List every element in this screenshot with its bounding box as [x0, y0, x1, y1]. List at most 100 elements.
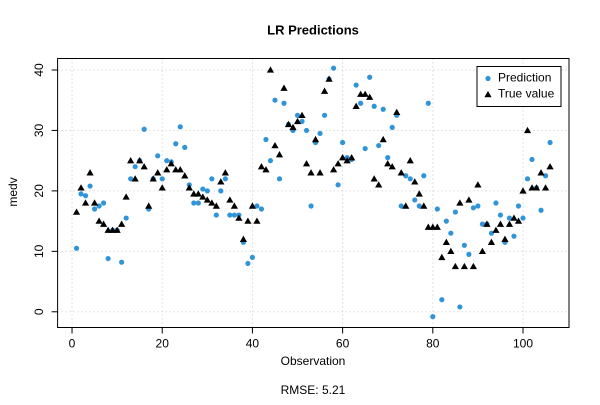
- triangle-point: [505, 220, 514, 227]
- triangle-point: [357, 90, 365, 97]
- triangle-point: [284, 120, 293, 128]
- circle-point: [222, 176, 228, 182]
- triangle-point: [217, 178, 225, 185]
- triangle-point: [478, 247, 487, 255]
- circle-point: [245, 260, 251, 267]
- circle-point: [434, 206, 440, 212]
- circle-point: [218, 188, 224, 194]
- circle-point: [267, 158, 274, 164]
- y-axis-label: medv: [6, 177, 20, 206]
- circle-point: [367, 74, 373, 80]
- circle-point: [159, 176, 165, 182]
- triangle-point: [388, 163, 396, 170]
- circle-point: [335, 182, 341, 188]
- circle-point: [195, 200, 201, 206]
- circle-point: [249, 254, 256, 260]
- triangle-point: [302, 160, 311, 167]
- circle-point: [173, 141, 179, 147]
- circle-point: [506, 215, 513, 221]
- circle-point: [308, 203, 314, 209]
- circle-point: [281, 100, 287, 106]
- circle-point: [231, 212, 237, 218]
- triangle-point: [447, 247, 455, 255]
- triangle-point: [190, 190, 198, 197]
- triangle-point: [235, 214, 243, 221]
- circle-point: [547, 139, 553, 146]
- circle-point: [177, 124, 183, 130]
- circle-point: [213, 212, 219, 218]
- x-tick-label: 40: [246, 337, 260, 351]
- circle-point: [164, 158, 170, 164]
- triangle-point: [379, 135, 387, 143]
- circle-point: [272, 97, 278, 103]
- triangle-point: [95, 217, 103, 224]
- circle-point: [100, 200, 107, 206]
- chart-title: LR Predictions: [267, 22, 359, 37]
- triangle-point: [136, 157, 144, 164]
- subtitle: RMSE: 5.21: [281, 383, 346, 397]
- triangle-point: [149, 175, 157, 182]
- legend-box: [476, 66, 562, 107]
- triangle-point: [397, 169, 405, 176]
- y-tick-label: 0: [32, 308, 46, 315]
- triangle-point: [484, 90, 492, 98]
- x-tick-label: 20: [156, 337, 170, 351]
- circle-point: [425, 100, 431, 106]
- triangle-point: [420, 202, 428, 209]
- circle-point: [119, 259, 125, 265]
- circle-point: [385, 155, 391, 161]
- circle-point: [263, 136, 269, 143]
- triangle-point: [465, 196, 473, 203]
- triangle-point: [104, 226, 112, 233]
- triangle-point: [415, 190, 423, 197]
- circle-point: [155, 153, 161, 159]
- circle-point: [479, 221, 486, 227]
- triangle-point: [469, 262, 477, 270]
- triangle-point: [172, 166, 180, 173]
- circle-point: [254, 203, 260, 209]
- triangle-point: [510, 214, 518, 221]
- triangle-point: [483, 220, 491, 227]
- triangle-point: [429, 223, 437, 230]
- triangle-point: [402, 202, 410, 209]
- circle-point: [132, 164, 138, 170]
- triangle-point: [81, 199, 90, 206]
- circle-point: [520, 215, 526, 221]
- circle-point: [407, 176, 413, 182]
- triangle-point: [262, 166, 270, 173]
- circle-point: [353, 82, 359, 88]
- triangle-point: [361, 90, 369, 97]
- triangle-point: [253, 217, 261, 224]
- circle-point: [128, 176, 134, 182]
- triangle-point: [492, 226, 500, 233]
- legend-label: True value: [498, 87, 555, 101]
- triangle-point: [411, 178, 419, 185]
- circle-point: [389, 124, 395, 131]
- circle-point: [123, 215, 129, 221]
- triangle-point: [451, 262, 459, 270]
- triangle-point: [352, 102, 360, 109]
- circle-point: [73, 245, 80, 251]
- triangle-point: [275, 151, 284, 158]
- x-tick-label: 80: [426, 337, 440, 351]
- triangle-point: [203, 196, 211, 203]
- circle-point: [200, 186, 206, 192]
- circle-point: [403, 173, 409, 179]
- circle-point: [421, 173, 427, 179]
- triangle-point: [532, 184, 541, 191]
- circle-point: [493, 200, 499, 206]
- y-tick-label: 30: [32, 123, 46, 137]
- circle-point: [105, 255, 111, 262]
- y-tick-label: 10: [32, 244, 46, 258]
- triangle-point: [208, 199, 216, 206]
- triangle-point: [167, 160, 175, 167]
- triangle-point: [460, 262, 468, 270]
- triangle-point: [199, 193, 207, 200]
- circle-point: [87, 183, 93, 189]
- circle-point: [91, 206, 98, 212]
- triangle-point: [433, 223, 441, 230]
- triangle-point: [221, 169, 229, 176]
- circle-point: [358, 100, 364, 106]
- triangle-point: [487, 238, 496, 245]
- circle-point: [376, 142, 382, 149]
